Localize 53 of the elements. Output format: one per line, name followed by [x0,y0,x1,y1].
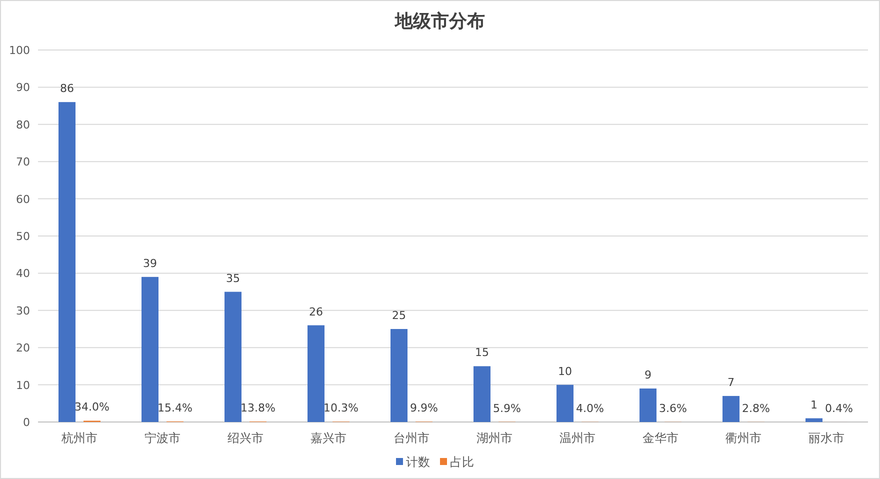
x-tick-label: 温州市 [560,431,596,445]
bar [142,276,158,422]
bar [390,329,408,422]
data-label: 39 [143,256,157,270]
y-tick-label: 80 [16,118,30,132]
data-label: 9.9% [410,402,438,415]
x-tick-label: 杭州市 [60,431,98,445]
y-tick-label: 0 [23,416,30,429]
y-tick-label: 50 [16,230,30,243]
y-tick-label: 90 [16,81,30,94]
data-label: 86 [60,82,74,96]
legend-label: 占比 [450,455,474,469]
data-label: 15.4% [158,401,192,414]
data-label: 2.8% [742,402,770,415]
data-label: 10.3% [324,402,358,415]
data-label: 3.6% [659,402,687,415]
data-label: 1 [810,398,818,412]
y-tick-label: 60 [16,192,30,206]
x-tick-label: 金华市 [642,431,678,445]
data-label: 7 [728,376,734,389]
x-tick-label: 丽水市 [808,431,844,445]
data-label: 35 [226,272,240,285]
x-tick-label: 绍兴市 [228,431,264,445]
bar [474,366,490,422]
bar [556,384,574,422]
x-tick-label: 宁波市 [144,431,180,445]
data-label: 15 [475,346,489,360]
bar [722,396,740,422]
bar [806,418,822,422]
x-tick-label: 湖州市 [476,431,512,445]
bar [308,325,324,422]
legend-label: 计数 [406,455,430,469]
y-tick-label: 40 [16,267,30,280]
x-tick-label: 台州市 [394,431,430,445]
y-tick-label: 20 [16,342,30,355]
data-label: 4.0% [576,402,604,415]
bar [640,388,656,422]
x-tick-label: 衢州市 [726,431,762,445]
data-label: 26 [309,305,323,318]
y-tick-label: 30 [16,304,30,318]
data-label: 5.9% [493,402,521,415]
data-label: 13.8% [240,401,276,414]
y-tick-label: 10 [16,378,30,392]
bar [58,102,76,422]
data-label: 10 [558,364,572,378]
data-label: 9 [644,368,652,382]
y-tick-label: 70 [16,156,30,169]
data-label: 0.4% [825,402,853,415]
data-label: 25 [392,309,406,322]
bar [224,292,242,422]
y-tick-label: 100 [9,44,30,57]
chart-title: 地级市分布 [394,11,485,32]
x-tick-label: 嘉兴市 [310,431,346,445]
